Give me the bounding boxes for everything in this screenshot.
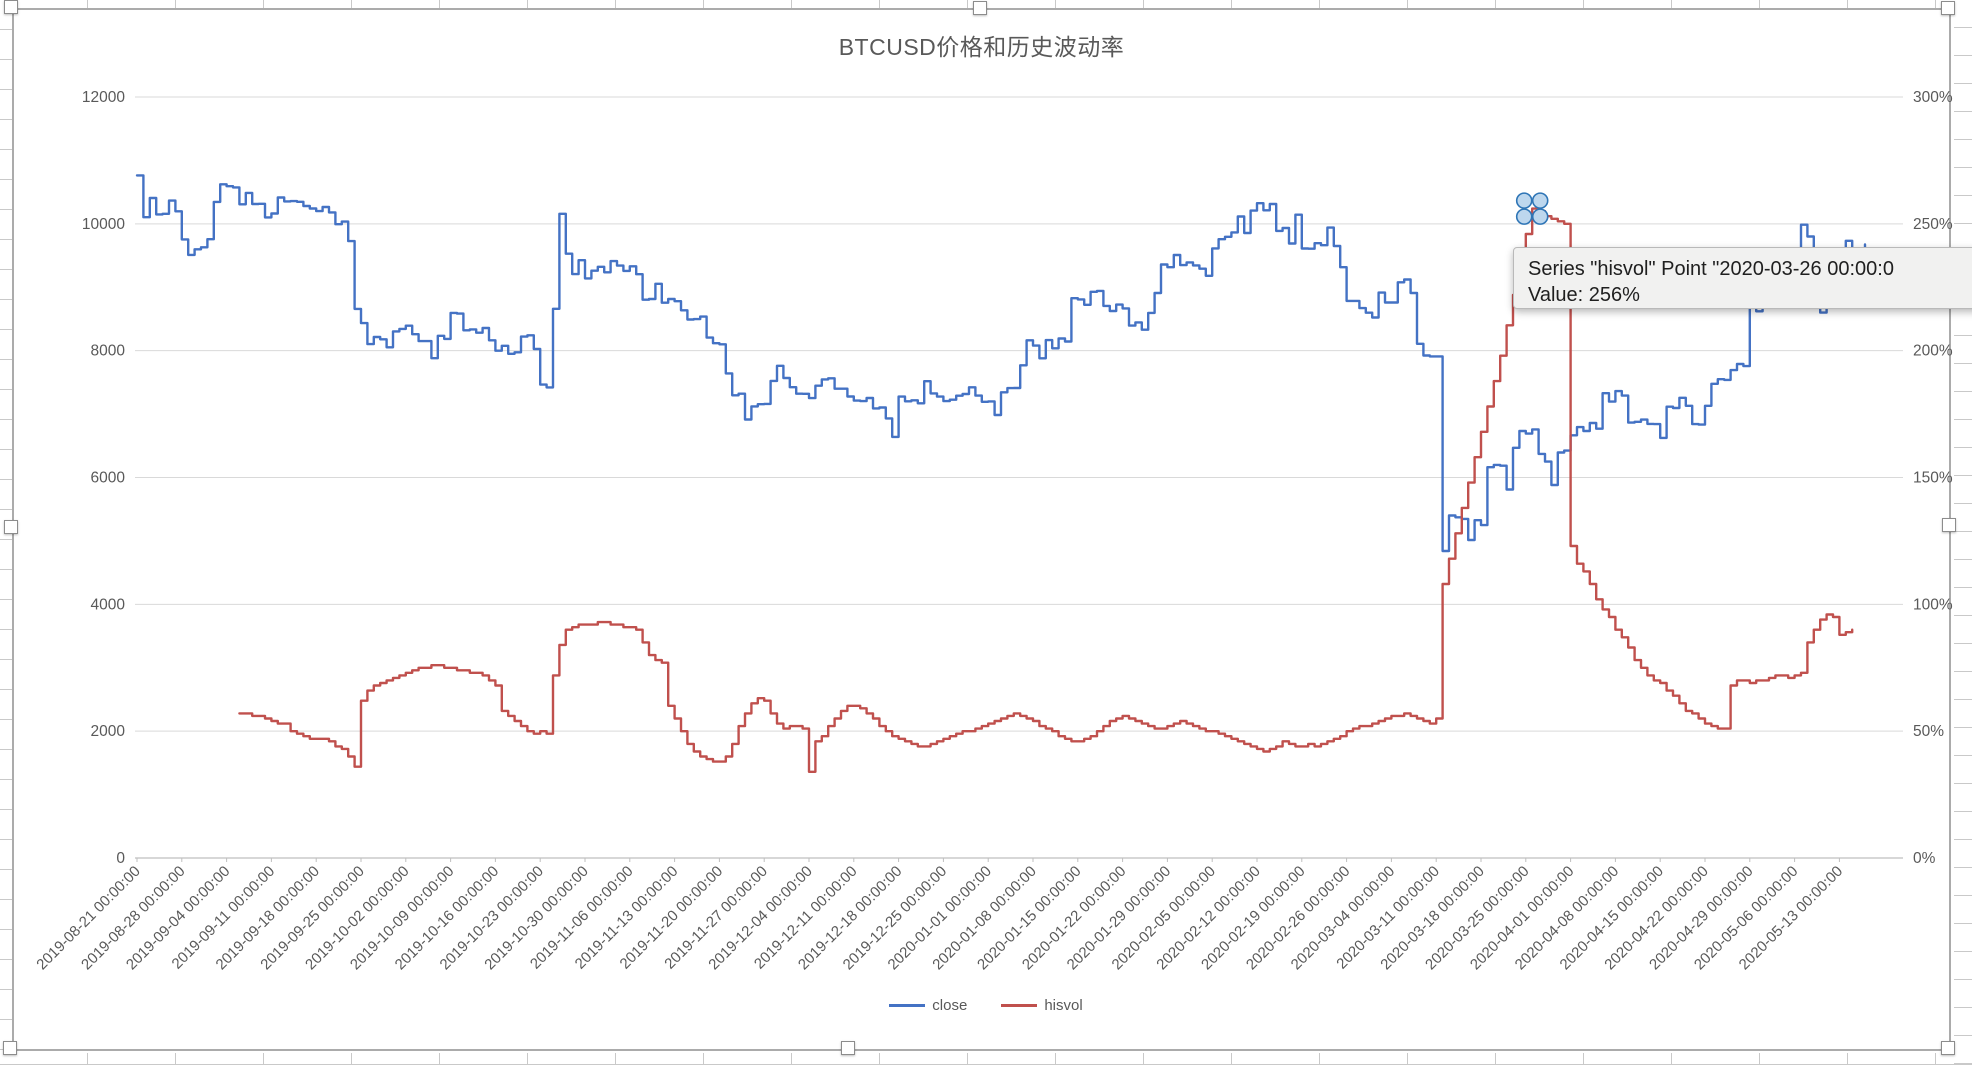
- selection-handle-top-left[interactable]: [4, 0, 18, 14]
- left-axis-tick-label: 10000: [82, 216, 125, 233]
- chart-object[interactable]: [12, 8, 1951, 1051]
- legend-item-close[interactable]: close: [889, 997, 967, 1014]
- right-axis-tick-label: 300%: [1913, 89, 1953, 106]
- selection-handle-left-middle[interactable]: [4, 520, 18, 534]
- right-axis-tick-label: 50%: [1913, 723, 1944, 740]
- legend-item-hisvol[interactable]: hisvol: [1001, 997, 1083, 1014]
- marker-circle: [1515, 208, 1533, 225]
- hisvol-legend-label: hisvol: [1044, 997, 1083, 1014]
- selected-point-marker[interactable]: [1515, 192, 1549, 225]
- marker-circle: [1531, 208, 1549, 225]
- marker-circle: [1515, 192, 1533, 209]
- selection-handle-right-middle[interactable]: [1942, 518, 1956, 532]
- right-axis-tick-label: 150%: [1913, 470, 1953, 487]
- left-axis-tick-label: 0: [116, 850, 125, 867]
- right-axis-tick-label: 250%: [1913, 216, 1953, 233]
- right-axis-tick-label: 100%: [1913, 596, 1953, 613]
- left-axis-tick-label: 8000: [91, 343, 126, 360]
- selection-handle-bottom-right[interactable]: [1941, 1041, 1955, 1055]
- data-point-tooltip: Series "hisvol" Point "2020-03-26 00:00:…: [1513, 247, 1972, 309]
- right-axis-tick-label: 200%: [1913, 343, 1953, 360]
- marker-circle: [1531, 192, 1549, 209]
- left-axis-tick-label: 12000: [82, 89, 125, 106]
- selection-handle-bottom-center[interactable]: [841, 1041, 855, 1055]
- left-axis-tick-label: 2000: [91, 723, 126, 740]
- chart-title: BTCUSD价格和历史波动率: [838, 34, 1125, 60]
- close-series-line[interactable]: [135, 174, 1867, 553]
- hisvol-series-line[interactable]: [238, 207, 1854, 773]
- hisvol-legend-swatch: [1001, 1004, 1038, 1007]
- selection-handle-bottom-left[interactable]: [3, 1041, 17, 1055]
- tooltip-value-line: Value: 256%: [1528, 284, 1640, 306]
- right-axis-tick-label: 0%: [1913, 850, 1936, 867]
- left-axis-tick-label: 6000: [91, 470, 126, 487]
- selection-handle-top-right[interactable]: [1941, 1, 1955, 15]
- chart-legend: close hisvol: [0, 997, 1972, 1014]
- selection-handle-top-center[interactable]: [973, 1, 987, 15]
- left-axis-tick-label: 4000: [91, 596, 126, 613]
- close-legend-swatch: [889, 1004, 926, 1007]
- close-legend-label: close: [932, 997, 968, 1014]
- tooltip-series-line: Series "hisvol" Point "2020-03-26 00:00:…: [1528, 258, 1894, 280]
